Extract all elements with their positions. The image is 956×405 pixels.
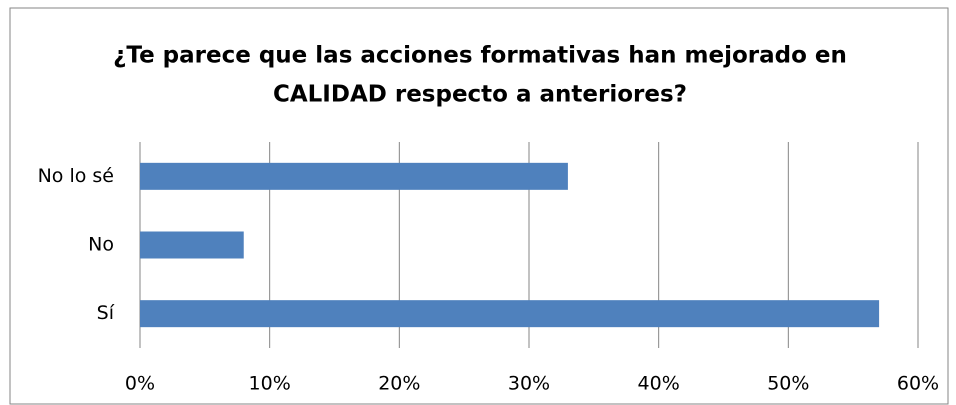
bar bbox=[140, 162, 568, 190]
chart-title: CALIDAD respecto a anteriores? bbox=[273, 82, 687, 108]
y-tick-label: No bbox=[88, 234, 114, 256]
y-tick-label: Sí bbox=[97, 302, 115, 324]
x-tick-label: 30% bbox=[508, 373, 550, 395]
y-tick-label: No lo sé bbox=[38, 165, 114, 187]
x-tick-label: 0% bbox=[125, 373, 155, 395]
x-tick-label: 20% bbox=[378, 373, 420, 395]
chart-frame bbox=[9, 7, 949, 405]
chart-title: ¿Te parece que las acciones formativas h… bbox=[113, 43, 847, 69]
x-tick-label: 10% bbox=[249, 373, 291, 395]
bar bbox=[140, 300, 880, 328]
bar bbox=[140, 231, 244, 259]
x-tick-label: 50% bbox=[767, 373, 809, 395]
x-tick-label: 40% bbox=[638, 373, 680, 395]
x-tick-label: 60% bbox=[897, 373, 939, 395]
